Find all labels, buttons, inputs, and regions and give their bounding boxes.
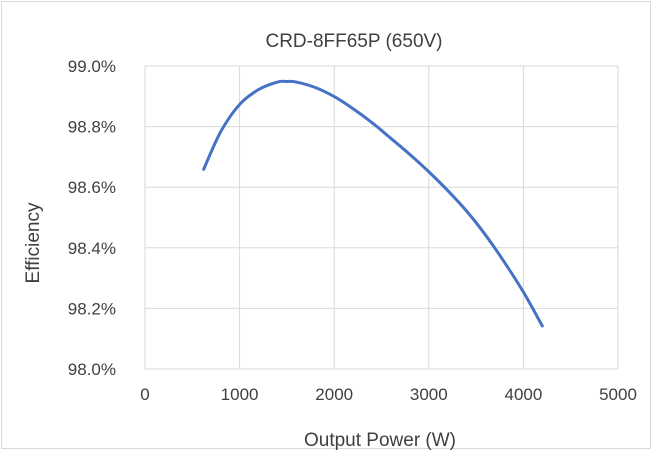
y-tick-label: 98.4% [68,239,116,258]
chart-title: CRD-8FF65P (650V) [265,31,442,52]
y-axis-title: Efficiency [23,202,44,283]
y-tick-label: 98.8% [68,118,116,137]
x-tick-label: 5000 [599,385,637,404]
tick-labels: 98.0% 98.2% 98.4% 98.6% 98.8% 99.0% 0 1000 2000 3… [68,57,637,404]
x-tick-label: 3000 [410,385,448,404]
y-tick-label: 98.2% [68,299,116,318]
efficiency-series-line [202,79,544,328]
series-layer [202,79,544,328]
y-tick-label: 99.0% [68,57,116,76]
y-tick-label: 98.6% [68,178,116,197]
x-tick-label: 1000 [221,385,259,404]
y-tick-label: 98.0% [68,360,116,379]
x-tick-label: 4000 [504,385,542,404]
x-axis-title: Output Power (W) [304,430,456,451]
x-tick-label: 0 [140,385,149,404]
x-tick-label: 2000 [315,385,353,404]
grid-lines [144,65,619,370]
